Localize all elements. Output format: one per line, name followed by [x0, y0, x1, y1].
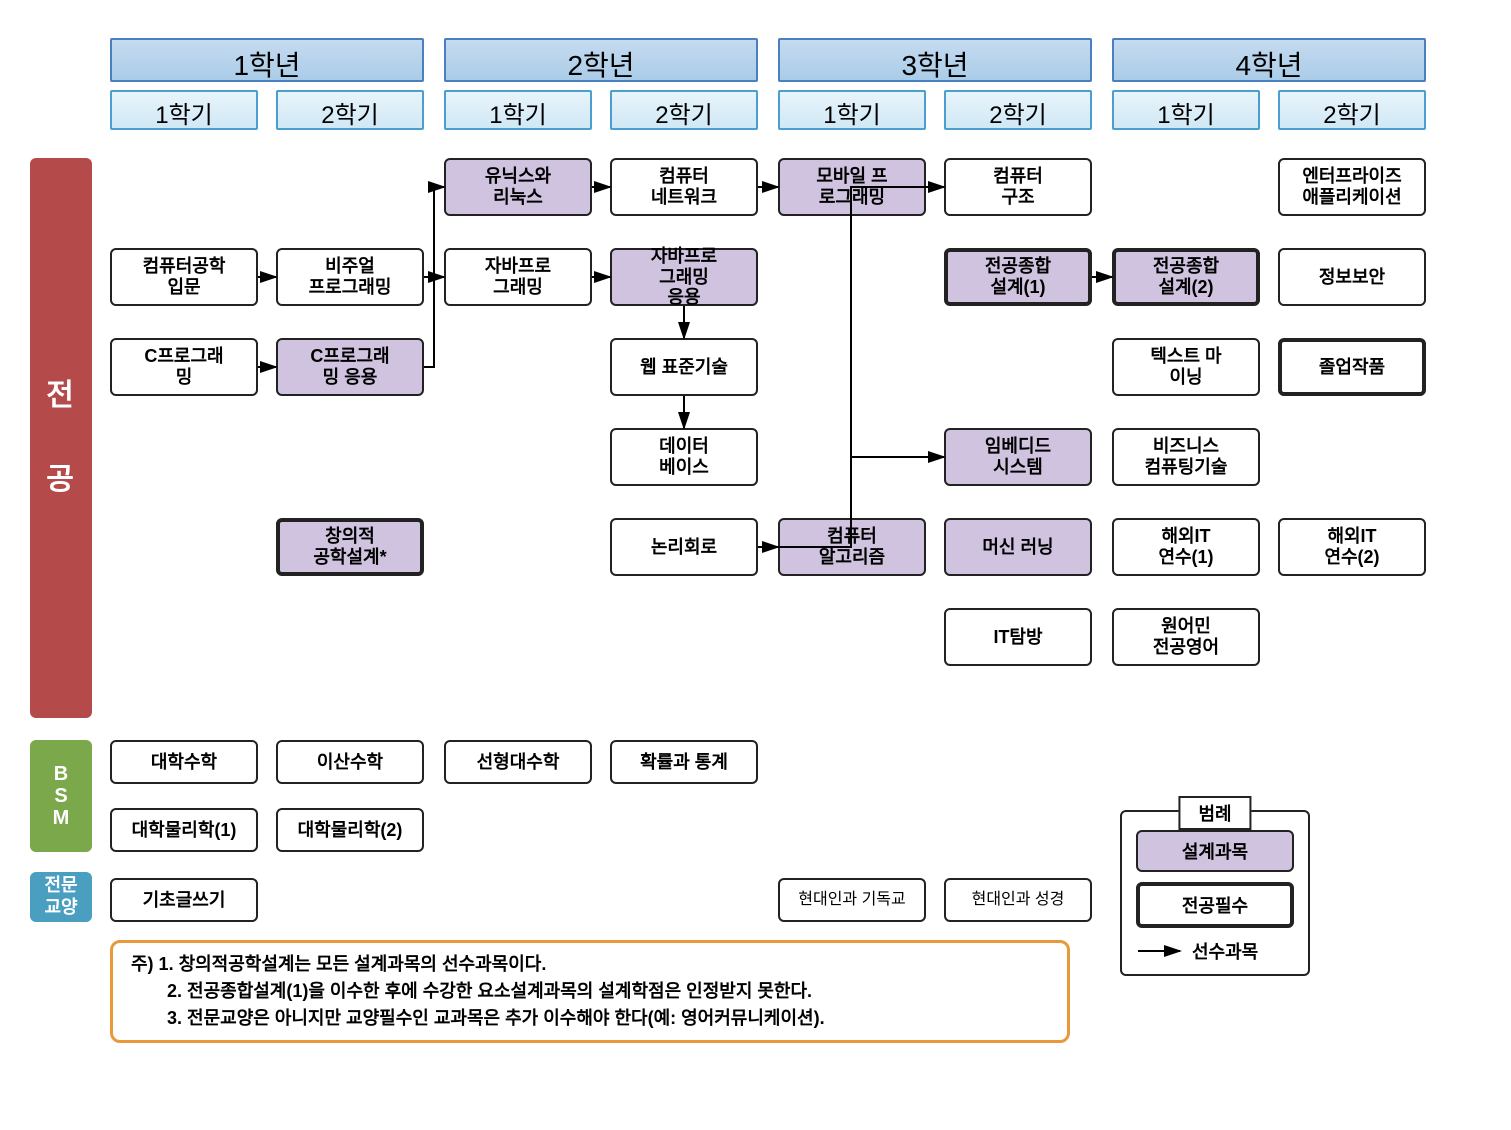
- year-header-2: 2학년: [444, 38, 758, 82]
- year-header-1: 1학년: [110, 38, 424, 82]
- legend-item-design: 설계과목: [1136, 830, 1294, 872]
- semester-header-3: 1학기: [444, 90, 592, 130]
- semester-header-6: 2학기: [944, 90, 1092, 130]
- course-discrete: 이산수학: [276, 740, 424, 784]
- course-cap2: 전공종합설계(2): [1112, 248, 1260, 306]
- course-textmine: 텍스트 마이닝: [1112, 338, 1260, 396]
- course-unix: 유닉스와리눅스: [444, 158, 592, 216]
- sidebar-bsm: BSM: [30, 740, 92, 852]
- course-christ: 현대인과 기독교: [778, 878, 926, 922]
- course-itvisit: IT탐방: [944, 608, 1092, 666]
- course-logic: 논리회로: [610, 518, 758, 576]
- course-creative: 창의적공학설계*: [276, 518, 424, 576]
- course-embed: 임베디드시스템: [944, 428, 1092, 486]
- legend-box: 범례설계과목전공필수선수과목: [1120, 810, 1310, 976]
- sidebar-liberal: 전문교양: [30, 872, 92, 922]
- course-ml: 머신 러닝: [944, 518, 1092, 576]
- course-math: 대학수학: [110, 740, 258, 784]
- course-cprogapp: C프로그래밍 응용: [276, 338, 424, 396]
- course-arch: 컴퓨터구조: [944, 158, 1092, 216]
- sidebar-major: 전공: [30, 158, 92, 718]
- legend-item-required: 전공필수: [1136, 882, 1294, 928]
- year-header-3: 3학년: [778, 38, 1092, 82]
- course-cap1: 전공종합설계(1): [944, 248, 1092, 306]
- course-mobile: 모바일 프로그래밍: [778, 158, 926, 216]
- course-it2: 해외IT연수(2): [1278, 518, 1426, 576]
- course-enterprise: 엔터프라이즈애플리케이션: [1278, 158, 1426, 216]
- course-phys2: 대학물리학(2): [276, 808, 424, 852]
- semester-header-7: 1학기: [1112, 90, 1260, 130]
- curriculum-diagram: 1학년 2학년 3학년 4학년 1학기 2학기 1학기 2학기 1학기 2학기 1학기 2학기전공 BS…: [20, 20, 1490, 1110]
- course-java: 자바프로그래밍: [444, 248, 592, 306]
- course-nativeeng: 원어민전공영어: [1112, 608, 1260, 666]
- course-intro: 컴퓨터공학입문: [110, 248, 258, 306]
- course-web: 웹 표준기술: [610, 338, 758, 396]
- semester-header-1: 1학기: [110, 90, 258, 130]
- legend-title: 범례: [1178, 796, 1251, 830]
- course-net: 컴퓨터네트워크: [610, 158, 758, 216]
- semester-header-2: 2학기: [276, 90, 424, 130]
- course-cprog: C프로그래밍: [110, 338, 258, 396]
- semester-header-4: 2학기: [610, 90, 758, 130]
- legend-item-prereq: 선수과목: [1136, 938, 1294, 964]
- course-bizcomp: 비즈니스컴퓨팅기술: [1112, 428, 1260, 486]
- course-sec: 정보보안: [1278, 248, 1426, 306]
- course-writing: 기초글쓰기: [110, 878, 258, 922]
- course-javaapp: 자바프로그래밍응용: [610, 248, 758, 306]
- course-algo: 컴퓨터알고리즘: [778, 518, 926, 576]
- semester-header-8: 2학기: [1278, 90, 1426, 130]
- course-linear: 선형대수학: [444, 740, 592, 784]
- course-prob: 확률과 통계: [610, 740, 758, 784]
- course-visual: 비주얼프로그래밍: [276, 248, 424, 306]
- course-bible: 현대인과 성경: [944, 878, 1092, 922]
- course-gradproj: 졸업작품: [1278, 338, 1426, 396]
- course-db: 데이터베이스: [610, 428, 758, 486]
- course-phys1: 대학물리학(1): [110, 808, 258, 852]
- course-it1: 해외IT연수(1): [1112, 518, 1260, 576]
- year-header-4: 4학년: [1112, 38, 1426, 82]
- semester-header-5: 1학기: [778, 90, 926, 130]
- footnote-box: 주) 1. 창의적공학설계는 모든 설계과목의 선수과목이다. 2. 전공종합설…: [110, 940, 1070, 1043]
